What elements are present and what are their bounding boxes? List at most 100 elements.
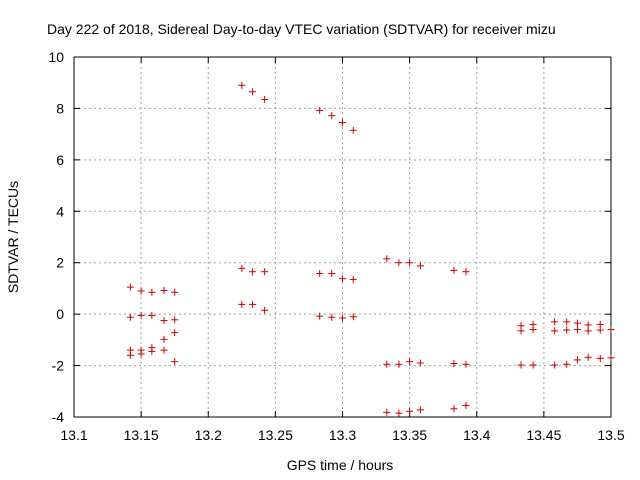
data-point [563, 318, 571, 326]
data-point [462, 401, 470, 409]
y-tick-label: 6 [56, 152, 64, 168]
y-tick-label: -4 [52, 409, 65, 425]
data-point [171, 358, 179, 366]
data-point [584, 327, 592, 335]
data-point [462, 268, 470, 276]
chart-title: Day 222 of 2018, Sidereal Day-to-day VTE… [47, 21, 556, 37]
data-point [339, 314, 346, 322]
data-point [148, 311, 156, 319]
x-tick-label: 13.25 [258, 427, 293, 443]
data-point [238, 300, 246, 308]
x-tick-label: 13.5 [597, 427, 624, 443]
data-point [450, 360, 458, 368]
y-tick-label: 8 [56, 100, 64, 116]
data-point [137, 350, 145, 358]
data-point [450, 405, 458, 413]
data-point [573, 356, 581, 364]
data-point [607, 354, 615, 362]
data-point [316, 106, 324, 114]
axis-ticks [73, 56, 612, 418]
y-axis-label: SDTVAR / TECUs [5, 181, 21, 293]
data-point [126, 313, 134, 321]
data-point [148, 347, 156, 355]
data-point [261, 268, 269, 276]
data-point [416, 262, 424, 270]
data-point [596, 354, 604, 362]
data-point [349, 275, 357, 283]
x-tick-label: 13.45 [526, 427, 561, 443]
x-axis-label: GPS time / hours [287, 457, 394, 473]
data-point [328, 313, 336, 321]
data-point [383, 408, 391, 416]
x-tick-label: 13.3 [329, 427, 356, 443]
data-point [316, 312, 324, 320]
data-point [160, 335, 168, 343]
data-point [406, 259, 414, 267]
data-point [529, 326, 537, 334]
y-tick-label: 0 [56, 306, 64, 322]
data-point [126, 283, 134, 291]
data-point [563, 326, 571, 334]
data-point [573, 326, 581, 334]
y-tick-label: 10 [48, 49, 64, 65]
data-point [383, 360, 391, 368]
data-point [171, 329, 179, 337]
data-point [596, 326, 604, 334]
y-axis-tick-labels: -4 -2 0 2 4 6 8 10 [48, 49, 64, 425]
data-point [316, 270, 324, 278]
data-point [249, 88, 257, 96]
data-point [584, 321, 592, 329]
data-point [328, 270, 336, 278]
data-point [551, 361, 559, 369]
data-point [249, 300, 257, 308]
x-tick-label: 13.35 [392, 427, 427, 443]
data-point [517, 361, 525, 369]
data-point [416, 359, 424, 367]
data-point [563, 360, 571, 368]
data-point [171, 288, 179, 296]
y-tick-label: 2 [56, 255, 64, 271]
data-point [416, 406, 424, 414]
data-point [160, 286, 168, 294]
data-point [383, 255, 391, 263]
x-axis-tick-labels: 13.1 13.15 13.2 13.25 13.3 13.35 13.4 13.45 13.5 [60, 427, 624, 443]
data-point [171, 316, 179, 324]
data-point [137, 311, 145, 319]
data-point [148, 288, 156, 296]
data-point [395, 360, 403, 368]
data-point [462, 360, 470, 368]
x-tick-label: 13.1 [60, 427, 87, 443]
data-point [551, 318, 559, 326]
x-tick-label: 13.2 [195, 427, 222, 443]
data-point [406, 358, 414, 366]
data-point [349, 126, 357, 134]
data-point [238, 81, 246, 89]
x-tick-label: 13.4 [463, 427, 490, 443]
data-point [551, 327, 559, 335]
data-point [406, 407, 414, 415]
data-point [573, 319, 581, 327]
data-point [339, 275, 346, 283]
data-point [584, 353, 592, 361]
data-point [249, 268, 257, 276]
data-point [529, 361, 537, 369]
data-point [238, 264, 246, 272]
data-point [517, 327, 525, 335]
data-point [126, 351, 134, 359]
data-point [349, 313, 357, 321]
data-point [395, 259, 403, 267]
data-point [395, 409, 403, 417]
x-tick-label: 13.15 [124, 427, 159, 443]
data-points [126, 81, 615, 417]
data-point [160, 346, 168, 354]
grid-lines [73, 56, 612, 418]
data-point [450, 266, 458, 274]
data-point [261, 95, 269, 103]
data-point [328, 112, 336, 120]
data-point [607, 326, 615, 334]
data-point [160, 317, 168, 325]
data-point [137, 287, 145, 295]
data-point [261, 306, 269, 314]
data-point [339, 119, 346, 127]
